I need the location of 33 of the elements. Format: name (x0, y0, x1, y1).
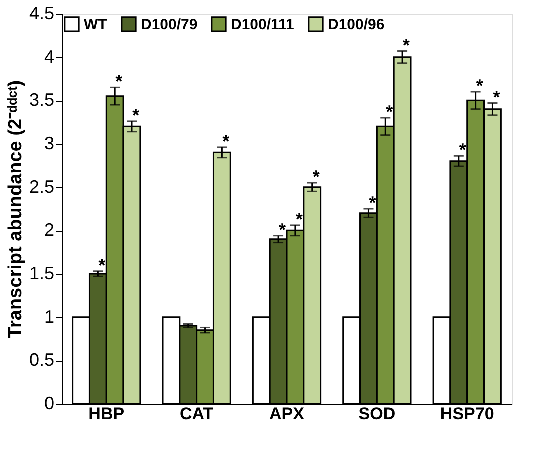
data-label: * (222, 131, 230, 152)
data-label: * (296, 209, 303, 230)
data-label: * (369, 193, 376, 213)
y-tick-label: 1 (44, 306, 54, 327)
y-tick-label: 4.5 (29, 4, 54, 24)
x-tick-label: HBP (88, 404, 125, 424)
y-tick-label: 3 (44, 134, 54, 154)
y-tick-label: 0.5 (29, 350, 54, 370)
x-tick-label: SOD (358, 404, 396, 424)
data-label: * (116, 72, 123, 92)
y-axis-title: Transcript abundance (2⁻ᵈᵈᶜᵗ) (5, 80, 26, 339)
legend-label: D100/79 (141, 16, 198, 34)
y-tick-label: 2 (44, 220, 54, 240)
x-tick-label: CAT (180, 404, 214, 424)
legend-label: WT (84, 16, 108, 34)
y-tick-label: 4 (44, 46, 54, 67)
data-label: * (98, 255, 106, 276)
y-tick-label: 0 (44, 394, 54, 414)
data-label: * (493, 87, 500, 108)
data-label: * (403, 35, 410, 56)
data-label: * (476, 76, 484, 96)
data-label: * (386, 102, 394, 122)
legend-label: D100/111 (231, 16, 294, 34)
data-label: * (459, 140, 466, 160)
y-tick-label: 1.5 (29, 264, 54, 284)
y-tick-label: 2.5 (29, 176, 54, 197)
data-label: * (279, 220, 286, 240)
x-tick-label: HSP70 (440, 404, 494, 424)
x-tick-label: APX (270, 404, 306, 424)
legend-label: D100/96 (328, 16, 385, 34)
data-label: * (132, 105, 140, 126)
data-label: * (312, 167, 320, 187)
y-tick-label: 3.5 (29, 90, 54, 110)
